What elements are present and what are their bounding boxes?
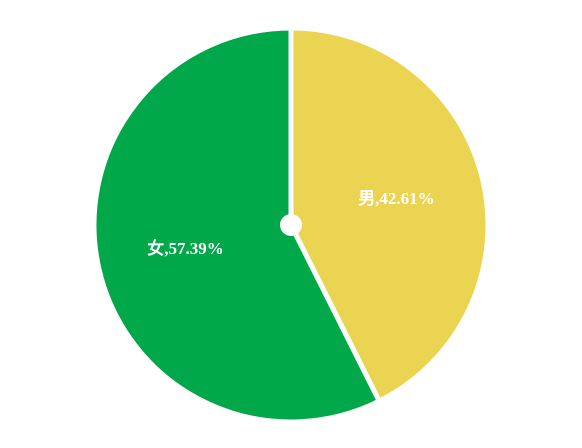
slice-label: 男,42.61% (358, 189, 435, 208)
center-hole (280, 214, 302, 236)
pie-slice (288, 25, 491, 404)
slice-label: 女,57.39% (147, 238, 224, 258)
pie-slice (91, 25, 382, 425)
